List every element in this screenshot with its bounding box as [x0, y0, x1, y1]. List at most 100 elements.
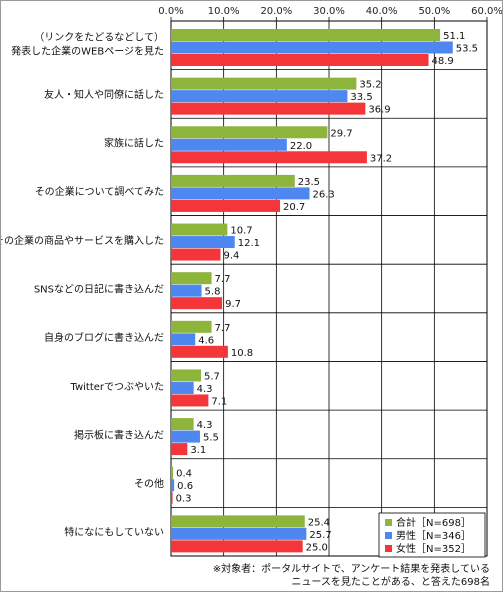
legend-label: 合計［N=698］ — [396, 516, 471, 529]
value-label: 48.9 — [432, 56, 454, 67]
bar — [171, 527, 307, 540]
bar — [171, 297, 223, 310]
value-label: 7.7 — [215, 274, 231, 285]
category-label: Twitterでつぶやいた — [69, 381, 164, 393]
bar — [171, 29, 441, 41]
category-label: 特になにもしていない — [64, 527, 164, 539]
value-label: 36.9 — [368, 105, 390, 116]
legend-label: 男性［N=346］ — [396, 529, 471, 542]
bar — [171, 236, 235, 249]
x-tick-label: 50.0% — [418, 6, 450, 17]
bar — [171, 138, 287, 151]
bar — [171, 345, 228, 358]
category-label: 掲示板に書き込んだ — [74, 428, 164, 441]
value-label: 4.6 — [198, 335, 214, 346]
value-label: 4.3 — [197, 384, 213, 395]
category-label: 発表した企業のWEBページを見た — [11, 44, 164, 57]
legend-label: 女性［N=352］ — [396, 542, 471, 555]
value-label: 4.3 — [197, 420, 213, 431]
footnote-line-2: ニュースを見たことがある、と答えた698名 — [291, 577, 490, 588]
value-label: 3.1 — [190, 445, 206, 456]
x-tick-label: 0.0% — [158, 6, 183, 17]
bar — [171, 199, 281, 212]
value-label: 37.2 — [370, 153, 392, 164]
bar — [171, 466, 174, 479]
bar — [171, 77, 357, 90]
bar — [171, 54, 429, 66]
bar — [171, 102, 366, 115]
bar — [171, 369, 202, 382]
bar — [171, 223, 228, 236]
value-label: 7.1 — [211, 396, 227, 407]
legend: 合計［N=698］男性［N=346］女性［N=352］ — [378, 512, 486, 558]
value-label: 0.4 — [176, 469, 192, 480]
value-label: 26.3 — [313, 189, 335, 200]
footnote: ※対象者：ポータルサイトで、アンケート結果を発表している ニュースを見たことがあ… — [213, 563, 490, 589]
bar — [171, 418, 194, 431]
value-label: 35.2 — [359, 80, 381, 91]
value-label: 51.1 — [443, 31, 465, 42]
bar — [171, 491, 173, 504]
category-labels: （リンクをたどるなどして）発表した企業のWEBページを見た友人・知人や同僚に話し… — [1, 31, 164, 538]
x-tick-label: 60.0% — [471, 6, 502, 17]
legend-swatch — [385, 545, 392, 552]
bar — [171, 515, 305, 528]
category-label: その他 — [134, 477, 164, 490]
value-label: 22.0 — [290, 141, 312, 152]
bar — [171, 430, 200, 443]
footnote-line-1: ※対象者：ポータルサイトで、アンケート結果を発表している — [212, 564, 490, 575]
x-tick-label: 40.0% — [366, 6, 398, 17]
bar — [171, 284, 202, 297]
bar — [171, 41, 453, 54]
value-label: 23.5 — [298, 177, 320, 188]
value-label: 25.4 — [308, 517, 330, 528]
legend-swatch — [385, 532, 392, 539]
bar — [171, 443, 188, 456]
bar — [171, 174, 295, 187]
value-label: 53.5 — [456, 44, 478, 55]
value-label: 5.8 — [205, 287, 221, 298]
value-label: 10.7 — [230, 226, 252, 237]
value-label: 9.7 — [225, 299, 241, 310]
value-label: 12.1 — [238, 238, 260, 249]
bar — [171, 151, 367, 164]
category-label: （リンクをたどるなどして） — [34, 31, 164, 43]
bar — [171, 394, 209, 407]
x-tick-label: 20.0% — [260, 6, 292, 17]
bar — [171, 381, 194, 394]
bar — [171, 248, 221, 261]
value-label: 9.4 — [224, 251, 240, 262]
bar — [171, 540, 303, 553]
value-label: 5.7 — [204, 371, 220, 382]
value-label: 5.5 — [203, 433, 219, 444]
bars: 51.1 53.548.9 35.233.5 36.9 29.7 22.0 37.2 23.5… — [171, 29, 478, 553]
legend-swatch — [385, 519, 392, 526]
bar — [171, 90, 348, 103]
value-label: 10.8 — [231, 348, 253, 359]
value-label: 25.7 — [309, 530, 331, 541]
value-label: 0.3 — [176, 494, 192, 505]
value-label: 20.7 — [283, 202, 305, 213]
x-axis-ticks: 0.0% 10.0% 20.0% 30.0% 40.0% 50.0% 60.0% — [158, 6, 502, 21]
value-label: 25.0 — [306, 542, 328, 553]
bar — [171, 333, 196, 346]
category-label: SNSなどの日記に書き込んだ — [34, 283, 164, 296]
value-label: 29.7 — [330, 128, 352, 139]
category-label: その企業について調べてみた — [35, 185, 164, 198]
x-tick-label: 30.0% — [313, 6, 345, 17]
bar — [171, 187, 310, 200]
bar — [171, 272, 212, 285]
category-label: その企業の商品やサービスを購入した — [1, 234, 164, 247]
legend-box — [378, 512, 486, 558]
bar — [171, 126, 328, 139]
value-label: 0.6 — [177, 481, 193, 492]
x-tick-label: 10.0% — [208, 6, 240, 17]
value-label: 33.5 — [350, 92, 372, 103]
value-label: 7.7 — [215, 323, 231, 334]
category-label: 家族に話した — [104, 137, 164, 150]
category-label: 友人・知人や同僚に話した — [44, 88, 164, 101]
bar — [171, 320, 212, 333]
category-label: 自身のブログに書き込んだ — [44, 331, 164, 344]
